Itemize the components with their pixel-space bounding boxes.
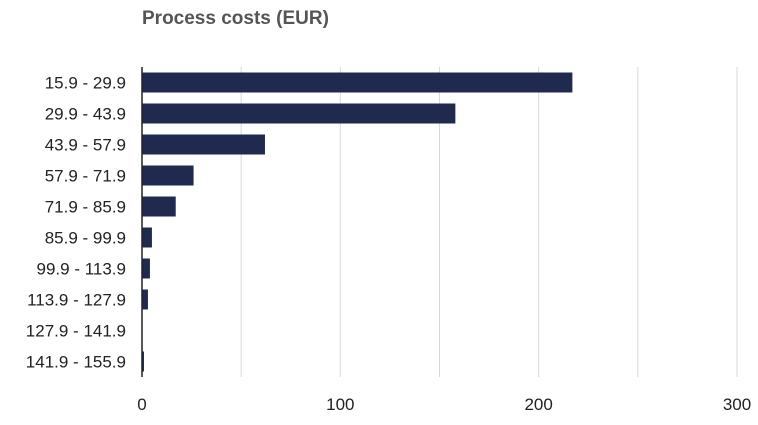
x-tick-label: 0 xyxy=(137,395,146,414)
chart-title: Process costs (EUR) xyxy=(142,8,329,29)
x-tick-label: 100 xyxy=(326,395,354,414)
category-label: 141.9 - 155.9 xyxy=(26,353,126,372)
grid-lines xyxy=(240,67,738,377)
x-tick-label: 200 xyxy=(524,395,552,414)
bar xyxy=(142,196,176,217)
bar xyxy=(142,165,194,186)
category-labels: 15.9 - 29.9 29.9 - 43.9 43.9 - 57.9 57.9 - … xyxy=(26,74,126,372)
category-label: 43.9 - 57.9 xyxy=(45,136,126,155)
x-tick-label: 300 xyxy=(723,395,751,414)
category-label: 57.9 - 71.9 xyxy=(45,167,126,186)
category-label: 113.9 - 127.9 xyxy=(27,291,126,310)
category-label: 15.9 - 29.9 xyxy=(45,74,126,93)
bar xyxy=(142,258,150,279)
category-label: 99.9 - 113.9 xyxy=(37,260,126,279)
bar xyxy=(142,103,456,124)
category-label: 127.9 - 141.9 xyxy=(26,322,126,341)
bars xyxy=(142,72,573,372)
category-label: 71.9 - 85.9 xyxy=(45,198,126,217)
bar xyxy=(142,351,144,372)
x-tick-labels: 0 100 200 300 xyxy=(137,395,751,414)
bar xyxy=(142,72,573,93)
category-label: 29.9 - 43.9 xyxy=(45,105,126,124)
category-label: 85.9 - 99.9 xyxy=(45,229,126,248)
bar xyxy=(142,289,148,310)
bar xyxy=(142,134,265,155)
bar xyxy=(142,227,152,248)
